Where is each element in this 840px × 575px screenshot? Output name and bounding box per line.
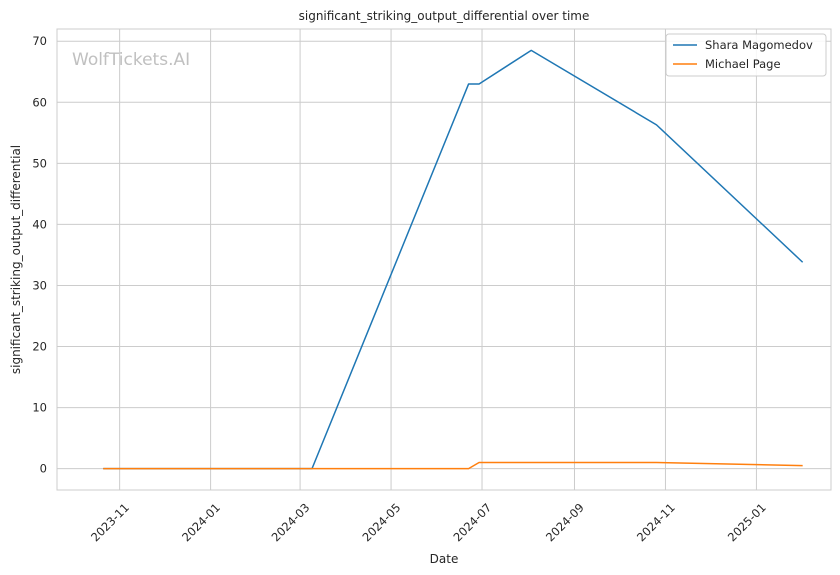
series-line-michael-page (103, 461, 803, 470)
y-tick-label: 30 (32, 278, 47, 292)
y-axis-ticks: 0 10 20 30 40 50 60 70 (32, 34, 47, 475)
x-tick-label: 2024-09 (543, 500, 587, 544)
y-tick-label: 70 (32, 34, 47, 48)
x-tick-label: 2023-11 (88, 500, 132, 544)
x-tick-label: 2024-07 (450, 500, 494, 544)
y-tick-label: 20 (32, 340, 47, 354)
legend: Shara Magomedov Michael Page (665, 33, 827, 77)
y-tick-label: 40 (32, 217, 47, 231)
watermark: WolfTickets.AI (72, 50, 190, 70)
y-tick-label: 50 (32, 156, 47, 170)
y-axis-label: significant_striking_output_differential (9, 145, 23, 374)
legend-label-michael-page: Michael Page (705, 57, 781, 71)
grid (57, 29, 831, 490)
x-tick-label: 2025-01 (725, 500, 769, 544)
y-tick-label: 60 (32, 95, 47, 109)
legend-box (665, 33, 827, 77)
x-tick-label: 2024-11 (634, 500, 678, 544)
x-axis-ticks: 2023-11 2024-01 2024-03 2024-05 2024-07 2024-… (88, 500, 769, 544)
x-tick-label: 2024-03 (269, 500, 313, 544)
y-tick-label: 0 (40, 462, 47, 476)
plot-frame (56, 28, 832, 491)
series-line-shara-magomedov (103, 49, 804, 470)
chart-title: significant_striking_output_differential… (299, 9, 590, 23)
y-tick-label: 10 (32, 401, 47, 415)
x-tick-label: 2024-01 (179, 500, 223, 544)
series-lines (103, 49, 804, 470)
x-tick-label: 2024-05 (360, 500, 404, 544)
x-axis-label: Date (430, 552, 459, 566)
legend-label-shara-magomedov: Shara Magomedov (705, 38, 813, 52)
